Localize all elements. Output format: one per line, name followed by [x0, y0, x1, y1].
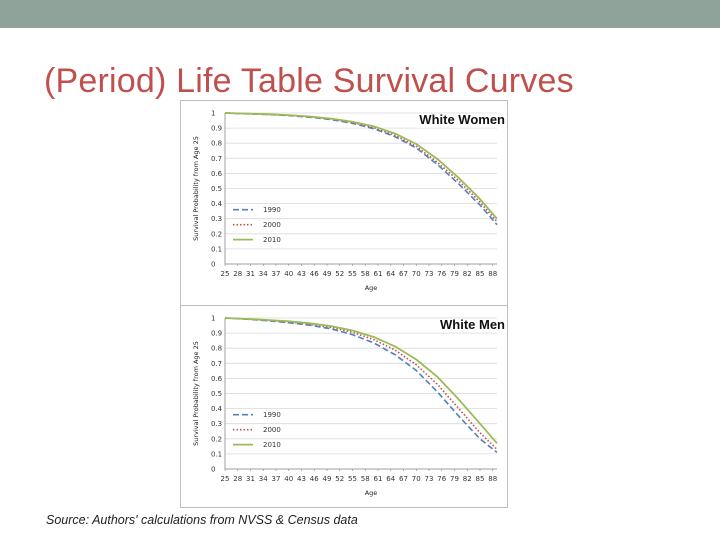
y-tick-label: 0.8: [211, 345, 222, 353]
y-tick-label: 0.2: [211, 435, 222, 443]
x-tick-label: 73: [425, 270, 434, 278]
y-tick-label: 0.8: [211, 140, 222, 148]
legend-label-1990: 1990: [263, 206, 281, 214]
x-tick-label: 82: [463, 475, 472, 483]
x-tick-label: 64: [386, 270, 395, 278]
x-tick-label: 31: [246, 475, 255, 483]
x-tick-label: 67: [399, 475, 408, 483]
x-tick-label: 43: [297, 475, 306, 483]
x-tick-label: 43: [297, 270, 306, 278]
series-line-2010: [224, 112, 498, 220]
x-axis-title: Age: [365, 489, 378, 497]
x-tick-label: 61: [374, 475, 383, 483]
legend-label-1990: 1990: [263, 411, 281, 419]
y-tick-label: 1: [211, 110, 215, 118]
x-tick-label: 85: [476, 270, 485, 278]
y-axis-title: Survival Probability from Age 25: [192, 341, 200, 446]
y-tick-label: 0.3: [211, 215, 222, 223]
x-tick-label: 34: [259, 270, 268, 278]
y-tick-label: 0.4: [211, 200, 223, 208]
x-tick-label: 67: [399, 270, 408, 278]
y-tick-label: 0.7: [211, 360, 222, 368]
x-tick-label: 40: [284, 270, 293, 278]
y-tick-label: 1: [211, 315, 215, 323]
x-tick-label: 70: [412, 270, 421, 278]
x-tick-label: 40: [284, 475, 293, 483]
x-tick-label: 49: [323, 270, 332, 278]
x-tick-label: 28: [233, 270, 242, 278]
y-tick-label: 0.1: [211, 450, 222, 458]
x-tick-label: 88: [488, 475, 497, 483]
x-tick-label: 76: [437, 270, 446, 278]
x-tick-label: 55: [348, 475, 357, 483]
x-tick-label: 31: [246, 270, 255, 278]
x-tick-label: 88: [488, 270, 497, 278]
chart-figure: 0 0.1 0.2 0.3 0.4 0.5 0.6 0.7 0.8 0.9 1 25 28 31 34 37 4…: [180, 100, 508, 508]
legend-label-2010: 2010: [263, 236, 281, 244]
x-axis-title: Age: [365, 284, 378, 292]
x-tick-label: 79: [450, 475, 459, 483]
y-tick-label: 0.6: [211, 170, 223, 178]
x-tick-label: 37: [272, 270, 281, 278]
x-tick-label: 82: [463, 270, 472, 278]
x-tick-label: 85: [476, 475, 485, 483]
y-tick-label: 0.5: [211, 185, 222, 193]
x-tick-label: 37: [272, 475, 281, 483]
x-tick-label: 64: [386, 475, 395, 483]
x-tick-label: 70: [412, 475, 421, 483]
x-tick-label: 76: [437, 475, 446, 483]
x-tick-label: 28: [233, 475, 242, 483]
x-tick-label: 79: [450, 270, 459, 278]
y-tick-label: 0: [211, 261, 215, 269]
x-tick-label: 25: [221, 475, 230, 483]
y-tick-label: 0.4: [211, 405, 223, 413]
series-line-2010: [224, 317, 498, 444]
y-tick-label: 0.2: [211, 230, 222, 238]
x-tick-label: 73: [425, 475, 434, 483]
y-tick-label: 0.7: [211, 155, 222, 163]
x-tick-label: 49: [323, 475, 332, 483]
chart-panel-white-women: 0 0.1 0.2 0.3 0.4 0.5 0.6 0.7 0.8 0.9 1 25 28 31 34 37 4…: [181, 101, 507, 304]
y-tick-label: 0.5: [211, 390, 222, 398]
x-tick-label: 46: [310, 475, 319, 483]
legend-label-2000: 2000: [263, 426, 281, 434]
y-tick-label: 0.9: [211, 330, 222, 338]
x-tick-label: 25: [221, 270, 230, 278]
x-tick-label: 55: [348, 270, 357, 278]
y-axis-title: Survival Probability from Age 25: [192, 136, 200, 241]
x-tick-label: 58: [361, 270, 370, 278]
y-tick-label: 0: [211, 466, 215, 474]
y-tick-label: 0.1: [211, 245, 222, 253]
x-tick-label: 61: [374, 270, 383, 278]
legend-label-2010: 2010: [263, 441, 281, 449]
y-tick-label: 0.9: [211, 125, 222, 133]
top-accent-bar: [0, 0, 720, 28]
source-note: Source: Authors' calculations from NVSS …: [46, 513, 358, 527]
chart-panel-white-men: 0 0.1 0.2 0.3 0.4 0.5 0.6 0.7 0.8 0.9 1 25 28 31 34 37 4…: [181, 305, 507, 509]
panel-title: White Women: [419, 112, 505, 127]
panel-title: White Men: [440, 317, 505, 332]
y-tick-label: 0.3: [211, 420, 222, 428]
x-tick-label: 34: [259, 475, 268, 483]
legend-label-2000: 2000: [263, 221, 281, 229]
x-tick-label: 58: [361, 475, 370, 483]
x-tick-label: 52: [335, 475, 344, 483]
x-tick-label: 52: [335, 270, 344, 278]
x-tick-label: 46: [310, 270, 319, 278]
y-tick-label: 0.6: [211, 375, 223, 383]
slide-title: (Period) Life Table Survival Curves: [44, 62, 574, 100]
